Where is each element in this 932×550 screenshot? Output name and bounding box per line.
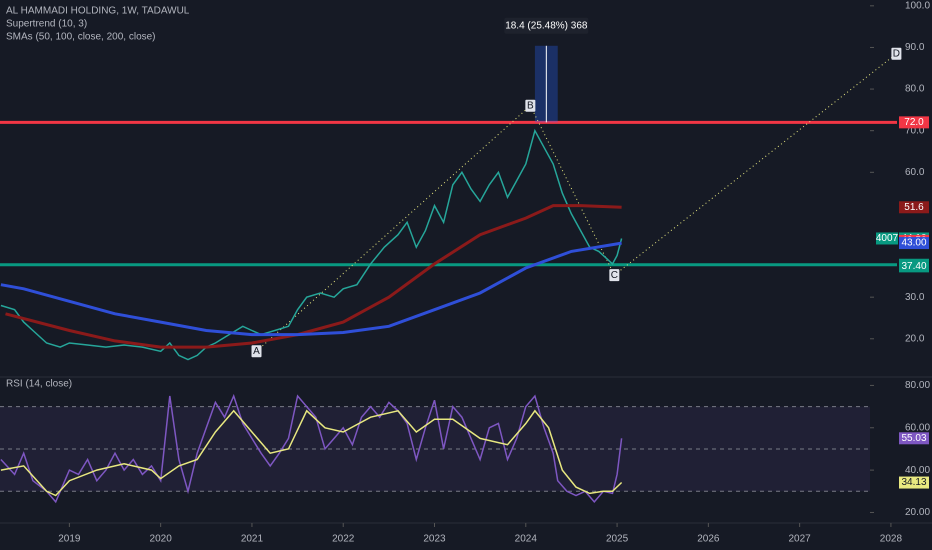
rsi-title: RSI (14, close) [6,379,72,390]
last-value-label: 55.03 [901,433,926,444]
x-tick-label: 2028 [880,534,903,545]
price-label: 43.00 [901,238,926,249]
chart-title: AL HAMMADI HOLDING, 1W, TADAWUL [6,6,190,17]
point-marker [525,99,536,112]
price-label: 51.6 [904,202,924,213]
x-tick-label: 2020 [150,534,173,545]
point-marker [891,47,902,60]
y-tick-label: 80.0 [905,84,925,95]
y-tick-label: 30.0 [905,292,925,303]
series-line [0,241,622,337]
y-tick-label: 40.00 [905,465,930,476]
point-marker [251,345,262,358]
symbol-label: 4007 [876,233,899,244]
x-tick-label: 2027 [789,534,812,545]
y-tick-label: 20.00 [905,507,930,518]
measure-label-box [504,17,589,34]
y-tick-label: 20.0 [905,333,925,344]
indicator-label: SMAs (50, 100, close, 200, close) [6,32,156,43]
measure-label: 18.4 (25.48%) 368 [505,20,588,31]
price-label: 72.0 [904,117,924,128]
x-tick-label: 2021 [241,534,264,545]
price-label-box [899,237,929,250]
y-tick-label: 70.0 [905,125,925,136]
x-tick-label: 2024 [515,534,538,545]
indicator-label: Supertrend (10, 3) [6,19,87,30]
series-line [0,393,623,504]
point-label: D [893,48,900,59]
point-label: A [253,346,260,357]
price-label-box [899,260,929,273]
last-value-label: 34.13 [901,477,926,488]
point-marker [609,269,620,282]
y-tick-label: 80.00 [905,380,930,391]
symbol-box [876,232,898,245]
point-label: B [527,100,534,111]
series-line [0,128,623,361]
y-tick-label: 90.0 [905,42,925,53]
x-tick-label: 2025 [606,534,629,545]
price-label-box [899,201,929,214]
price-label: 37.40 [901,261,926,272]
last-value-box [899,432,929,445]
price-label-box [899,116,929,129]
series-line [0,409,623,497]
series-line [5,204,622,349]
x-tick-label: 2019 [58,534,81,545]
last-value-box [899,476,929,489]
y-tick-label: 100.0 [905,0,930,11]
x-tick-label: 2026 [697,534,720,545]
x-tick-label: 2022 [332,534,355,545]
point-label: C [611,270,618,281]
x-tick-label: 2023 [423,534,446,545]
y-tick-label: 60.0 [905,167,925,178]
y-tick-label: 60.00 [905,422,930,433]
